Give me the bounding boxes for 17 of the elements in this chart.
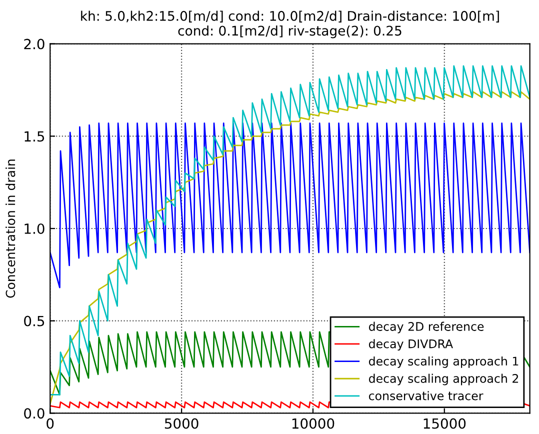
y-tick-label: 1.0 [24, 223, 44, 234]
y-tick-label: 0.0 [24, 408, 44, 419]
y-tick-label: 0.5 [24, 316, 44, 326]
y-tick-label: 2.0 [24, 38, 44, 50]
y-tick-label: 1.5 [24, 131, 44, 142]
legend-label: decay scaling approach 2 [368, 374, 518, 386]
x-tick-label: 0 [46, 418, 54, 429]
y-axis-title: Concentration in drain [6, 160, 16, 298]
legend-label: decay 2D reference [368, 322, 484, 334]
x-tick-label: 10000 [292, 418, 334, 429]
x-tick-label: 5000 [164, 418, 198, 429]
chart-title: kh: 5.0,kh2:15.0[m/d] cond: 10.0[m2/d] Drain-distance: 100[m] cond: 0.1[m2/d] riv-stage(2): 0.25 [81, 10, 499, 38]
legend-label: decay scaling approach 1 [368, 356, 518, 368]
legend-label: decay DIVDRA [368, 339, 453, 351]
legend-label: conservative tracer [368, 391, 484, 400]
line-series [50, 122, 530, 288]
x-tick-label: 15000 [424, 418, 466, 429]
